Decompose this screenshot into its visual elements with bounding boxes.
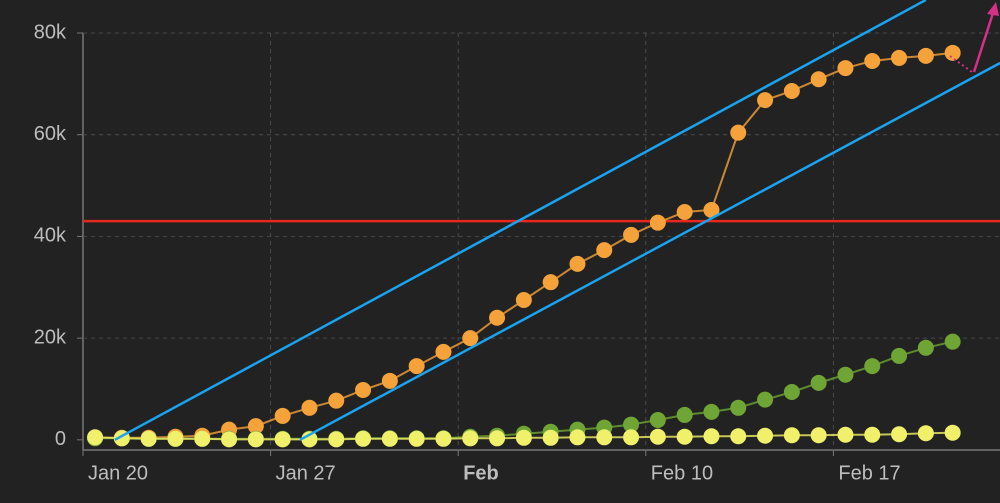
data-point bbox=[328, 392, 345, 409]
data-point bbox=[649, 214, 666, 231]
data-point bbox=[489, 430, 506, 447]
data-point bbox=[623, 416, 640, 433]
data-point bbox=[703, 201, 720, 218]
data-point bbox=[810, 71, 827, 88]
data-point bbox=[730, 124, 747, 141]
data-point bbox=[408, 358, 425, 375]
x-tick-label: Feb 17 bbox=[838, 462, 900, 484]
trend-line bbox=[299, 61, 1000, 441]
data-point bbox=[435, 343, 452, 360]
arrow-head bbox=[987, 2, 999, 16]
data-point bbox=[328, 431, 345, 448]
data-point bbox=[944, 424, 961, 441]
data-point bbox=[301, 399, 318, 416]
data-point bbox=[221, 431, 238, 448]
data-point bbox=[944, 333, 961, 350]
data-point bbox=[944, 44, 961, 61]
y-tick-label: 80k bbox=[34, 21, 67, 43]
data-point bbox=[730, 428, 747, 445]
data-point bbox=[917, 339, 934, 356]
x-tick-label: Jan 27 bbox=[276, 462, 336, 484]
data-point bbox=[408, 430, 425, 447]
data-point bbox=[783, 82, 800, 99]
y-tick-label: 40k bbox=[34, 225, 67, 247]
data-point bbox=[757, 92, 774, 109]
data-point bbox=[864, 52, 881, 69]
data-point bbox=[435, 430, 452, 447]
data-point bbox=[864, 426, 881, 443]
data-point bbox=[596, 429, 613, 446]
data-point bbox=[489, 309, 506, 326]
data-point bbox=[837, 426, 854, 443]
data-point bbox=[703, 428, 720, 445]
data-point bbox=[649, 428, 666, 445]
data-point bbox=[274, 407, 291, 424]
data-point bbox=[355, 430, 372, 447]
data-point bbox=[837, 60, 854, 77]
data-point bbox=[462, 430, 479, 447]
data-point bbox=[569, 255, 586, 272]
x-tick-label: Feb bbox=[463, 462, 499, 484]
data-point bbox=[757, 427, 774, 444]
data-point bbox=[917, 47, 934, 64]
data-point bbox=[247, 431, 264, 448]
data-point bbox=[515, 291, 532, 308]
data-point bbox=[837, 366, 854, 383]
data-point bbox=[247, 418, 264, 435]
data-point bbox=[891, 347, 908, 364]
trend-line bbox=[114, 0, 927, 441]
data-point bbox=[301, 431, 318, 448]
data-point bbox=[676, 406, 693, 423]
data-point bbox=[623, 226, 640, 243]
data-point bbox=[891, 49, 908, 66]
data-point bbox=[676, 204, 693, 221]
data-point bbox=[783, 427, 800, 444]
y-tick-label: 60k bbox=[34, 123, 67, 145]
data-point bbox=[515, 429, 532, 446]
data-point bbox=[462, 330, 479, 347]
x-tick-label: Feb 10 bbox=[651, 462, 713, 484]
data-point bbox=[917, 425, 934, 442]
data-point bbox=[274, 431, 291, 448]
plot: 0 20k 40k 60k 80k Jan 20 Jan 27 Feb Feb 10 Feb 17 bbox=[34, 0, 1000, 484]
data-point bbox=[569, 429, 586, 446]
x-tick-label: Jan 20 bbox=[88, 462, 148, 484]
data-point bbox=[891, 426, 908, 443]
data-point bbox=[757, 391, 774, 408]
data-point bbox=[676, 428, 693, 445]
data-point bbox=[381, 372, 398, 389]
data-point bbox=[864, 358, 881, 375]
data-point bbox=[542, 274, 559, 291]
data-point bbox=[730, 399, 747, 416]
data-point bbox=[810, 427, 827, 444]
y-tick-label: 20k bbox=[34, 326, 67, 348]
annotation-arrow bbox=[972, 9, 996, 73]
data-point bbox=[381, 430, 398, 447]
data-point bbox=[355, 381, 372, 398]
y-tick-label: 0 bbox=[55, 428, 66, 450]
data-point bbox=[167, 430, 184, 447]
data-point bbox=[194, 430, 211, 447]
data-point bbox=[542, 429, 559, 446]
data-point bbox=[783, 384, 800, 401]
data-point bbox=[87, 429, 104, 446]
data-point bbox=[596, 242, 613, 259]
data-point bbox=[140, 430, 157, 447]
data-point bbox=[810, 374, 827, 391]
data-point bbox=[623, 429, 640, 446]
data-point bbox=[703, 403, 720, 420]
data-point bbox=[649, 411, 666, 428]
